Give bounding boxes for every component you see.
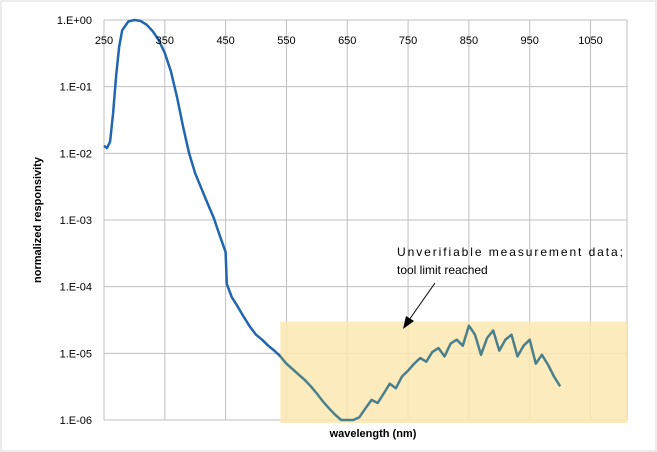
- x-tick-label: 550: [277, 35, 295, 47]
- x-tick-label: 1050: [578, 35, 602, 47]
- x-tick-label: 350: [156, 35, 174, 47]
- x-tick-label: 850: [460, 35, 478, 47]
- y-tick-label: 1.E-02: [60, 148, 92, 160]
- annotation-text-line-2: tool limit reached: [397, 263, 488, 277]
- y-tick-label: 1.E-05: [60, 348, 92, 360]
- x-tick-label: 650: [338, 35, 356, 47]
- x-tick-label: 450: [216, 35, 234, 47]
- annotation-text-line-1: Unverifiable measurement data;: [397, 245, 623, 259]
- series-line: [279, 324, 562, 422]
- y-tick-label: 1.E-06: [60, 415, 92, 427]
- x-tick-labels: 250 350 450 550 650 750 850 950 1050: [95, 35, 603, 47]
- annotation-arrow: [403, 282, 436, 329]
- series-line: [103, 18, 282, 358]
- y-tick-labels: 1.E-06 1.E-05 1.E-04 1.E-03 1.E-02 1.E-01 1.E+…: [57, 15, 92, 427]
- x-tick-label: 250: [95, 35, 113, 47]
- y-axis-title: normalized responsivity: [32, 156, 44, 283]
- x-axis-title: wavelength (nm): [329, 428, 417, 440]
- y-tick-label: 1.E-01: [60, 82, 92, 94]
- annotation-region: [280, 321, 627, 424]
- x-tick-label: 750: [399, 35, 417, 47]
- x-tick-label: 950: [521, 35, 539, 47]
- y-tick-label: 1.E-03: [60, 215, 92, 227]
- series-layer: [103, 18, 562, 422]
- y-tick-label: 1.E+00: [57, 15, 92, 27]
- y-tick-label: 1.E-04: [60, 282, 92, 294]
